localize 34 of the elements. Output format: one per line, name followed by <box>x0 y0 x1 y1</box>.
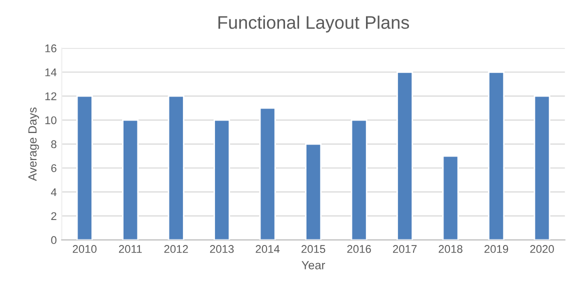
y-axis-title: Average Days <box>28 107 39 181</box>
y-tick-label: 12 <box>45 92 56 100</box>
bar <box>534 95 550 240</box>
x-tick-label: 2015 <box>302 245 326 253</box>
bar <box>214 119 230 240</box>
x-tick-label: 2016 <box>347 245 371 253</box>
y-tick-label: 6 <box>51 164 56 172</box>
x-tick-label: 2020 <box>530 245 554 253</box>
bar <box>122 119 139 240</box>
bar <box>442 155 459 240</box>
y-tick-label: 10 <box>45 116 56 124</box>
x-tick-label: 2011 <box>118 245 142 253</box>
bar <box>488 71 505 240</box>
bar <box>396 71 414 240</box>
x-axis-title: Year <box>302 261 326 270</box>
x-tick-label: 2017 <box>392 245 417 253</box>
y-tick-label: 16 <box>45 44 56 52</box>
y-tick-label: 8 <box>51 140 56 148</box>
bar <box>305 143 322 240</box>
y-tick-label: 4 <box>50 188 57 196</box>
chart-title: Functional Layout Plans <box>218 16 410 32</box>
x-tick-label: 2012 <box>164 245 188 253</box>
bar <box>259 107 276 240</box>
y-tick-label: 2 <box>51 212 56 220</box>
y-tick-label: 14 <box>45 68 57 76</box>
bar <box>350 119 368 240</box>
bar <box>76 95 93 240</box>
x-tick-label: 2019 <box>484 245 508 253</box>
x-tick-label: 2010 <box>72 245 97 253</box>
x-tick-label: 2013 <box>210 245 234 253</box>
x-tick-label: 2018 <box>438 245 462 253</box>
x-tick-label: 2014 <box>256 245 280 253</box>
y-tick-label: 0 <box>51 236 56 244</box>
bar <box>168 95 184 240</box>
